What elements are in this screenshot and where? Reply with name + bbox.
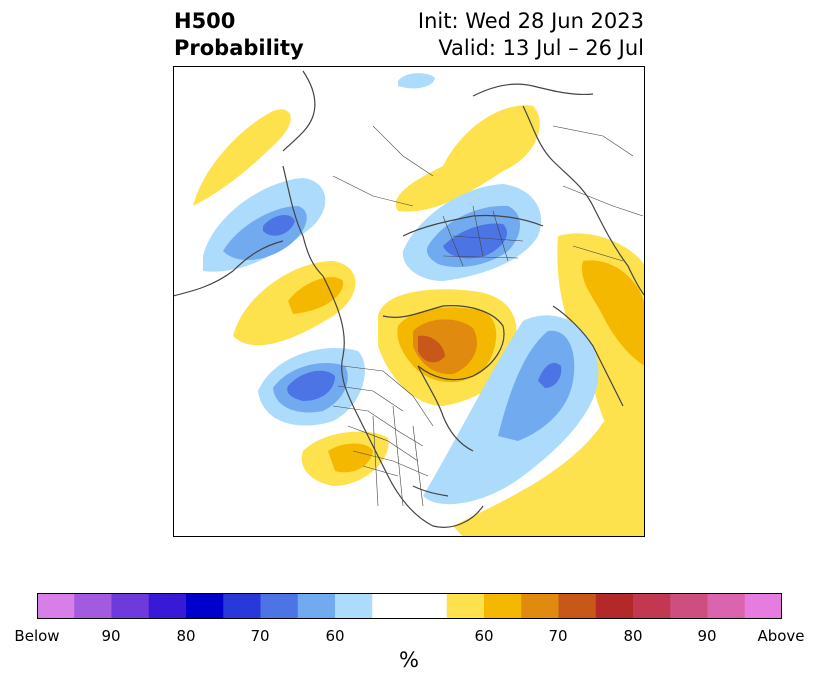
- above-normal-areas: [193, 105, 645, 537]
- probability-map: [173, 66, 645, 537]
- above-area-greenland-peak: [418, 335, 445, 363]
- colorbar-cell: [37, 593, 75, 619]
- colorbar-cell: [260, 593, 299, 619]
- below-area-north-russia: [398, 73, 435, 89]
- colorbar-cell: [111, 593, 150, 619]
- title-product: Probability: [174, 36, 304, 60]
- colorbar-cell: [446, 593, 485, 619]
- colorbar-cell: [372, 593, 410, 619]
- colorbar-tick-above-70: 70: [548, 627, 568, 645]
- colorbar-cell: [521, 593, 559, 619]
- above-area-usa-core: [328, 443, 373, 473]
- colorbar-tick-above-90: 90: [697, 627, 717, 645]
- below-area-atlantic-mid: [498, 330, 575, 441]
- below-area-bering-core: [263, 214, 295, 236]
- init-date: Init: Wed 28 Jun 2023: [417, 9, 644, 33]
- colorbar-cell: [595, 593, 634, 619]
- above-area-atlantic-arc: [453, 372, 645, 537]
- colorbar-tick-below-80: 80: [176, 627, 196, 645]
- colorbar-tick-below-90: 90: [101, 627, 121, 645]
- below-normal-areas: [203, 73, 599, 505]
- political-boundaries: [332, 125, 644, 507]
- below-area-arctic-russia-core: [443, 223, 507, 259]
- colorbar-cell: [670, 593, 708, 619]
- above-area-scandinavia-core: [582, 260, 645, 366]
- above-area-pacific-north: [193, 109, 291, 206]
- colorbar: [37, 593, 782, 619]
- map-subtitle: Init: Wed 28 Jun 2023 Valid: 13 Jul – 26…: [418, 8, 644, 62]
- colorbar-cell: [297, 593, 336, 619]
- colorbar-cell: [148, 593, 187, 619]
- colorbar-cell: [744, 593, 782, 619]
- above-area-siberia: [395, 105, 540, 212]
- colorbar-tick-below-60: 60: [325, 627, 345, 645]
- colorbar-frame: [37, 593, 782, 619]
- map-title: H500 Probability: [174, 8, 304, 62]
- map-frame: [173, 66, 645, 537]
- below-area-gulf-alaska-core: [287, 370, 335, 401]
- colorbar-cell: [409, 593, 448, 619]
- valid-period: Valid: 13 Jul – 26 Jul: [438, 36, 644, 60]
- below-area-atlantic-core: [538, 362, 562, 388]
- colorbar-tick-above-60: 60: [474, 627, 494, 645]
- title-variable: H500: [174, 9, 236, 33]
- colorbar-cell: [74, 593, 112, 619]
- colorbar-cell: [335, 593, 373, 619]
- colorbar-cell: [484, 593, 522, 619]
- colorbar-cell: [707, 593, 746, 619]
- colorbar-cell: [558, 593, 597, 619]
- coastlines: [173, 70, 645, 528]
- colorbar-cell: [186, 593, 224, 619]
- colorbar-tick-below-70: 70: [250, 627, 270, 645]
- colorbar-tick-above: Above: [757, 627, 805, 645]
- colorbar-cell: [633, 593, 671, 619]
- colorbar-unit-label: %: [399, 648, 419, 672]
- colorbar-cell: [223, 593, 261, 619]
- colorbar-tick-above-80: 80: [623, 627, 643, 645]
- colorbar-tick-below: Below: [14, 627, 60, 645]
- above-area-alaska-core: [288, 277, 344, 314]
